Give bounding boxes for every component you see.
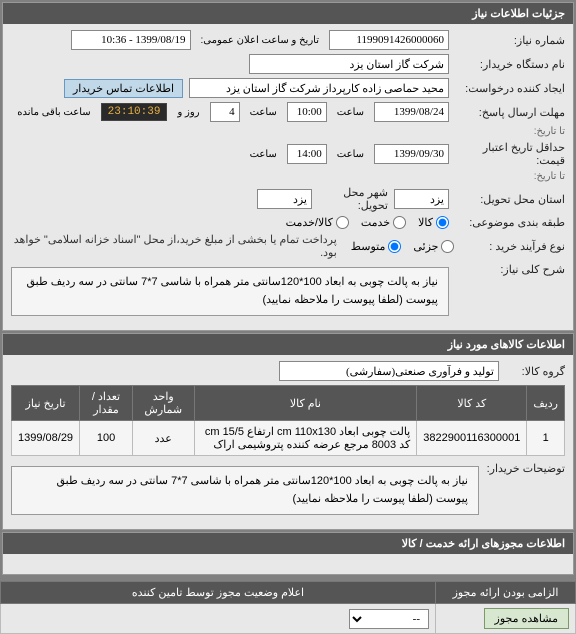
budget-both-label: کالا/خدمت [286, 216, 333, 229]
until-label: تا تاریخ: [455, 171, 565, 182]
cell-date: 1399/08/29 [12, 421, 80, 456]
col-date: تاریخ نیاز [12, 386, 80, 421]
footer-cell-select: -- [1, 604, 436, 634]
col-unit: واحد شمارش [132, 386, 194, 421]
col-row: ردیف [527, 386, 565, 421]
budget-label: طبقه بندی موضوعی: [455, 216, 565, 229]
permit-status-select[interactable]: -- [349, 609, 429, 629]
footer-cell-btn: مشاهده مجوز [436, 604, 576, 634]
saat-label-1: ساعت [337, 107, 364, 118]
items-table: ردیف کد کالا نام کالا واحد شمارش تعداد /… [11, 385, 565, 456]
proc-minor-radio[interactable] [441, 240, 454, 253]
need-info-panel: جزئیات اطلاعات نیاز شماره نیاز: تاریخ و … [2, 2, 574, 331]
tadate-label: تا تاریخ: [455, 126, 565, 137]
proc-minor-label: جزئی [413, 240, 438, 253]
panel1-body: شماره نیاز: تاریخ و ساعت اعلان عمومی: نا… [3, 24, 573, 330]
city-field[interactable] [257, 189, 312, 209]
panel2-body: گروه کالا: ردیف کد کالا نام کالا واحد شم… [3, 355, 573, 529]
announce-label: تاریخ و ساعت اعلان عمومی: [201, 35, 320, 46]
countdown-timer: 23:10:39 [101, 103, 168, 121]
buyer-org-field[interactable] [249, 54, 449, 74]
proc-medium-label: متوسط [351, 240, 386, 253]
buyer-description-box: نیاز به پالت چوبی به ابعاد 100*120سانتی … [11, 466, 479, 515]
budget-goods-option[interactable]: کالا [418, 216, 449, 229]
footer-row: مشاهده مجوز -- [1, 604, 576, 634]
need-description-box: نیاز به پالت چوبی به ابعاد 100*120سانتی … [11, 267, 449, 316]
group-field[interactable] [279, 361, 499, 381]
budget-service-option[interactable]: خدمت [361, 216, 406, 229]
deadline-time-field[interactable] [287, 102, 327, 122]
group-label: گروه کالا: [505, 365, 565, 378]
cell-name: پالت چوبی ابعاد cm 110x130 ارتفاع cm 15/… [194, 421, 417, 456]
cell-row: 1 [527, 421, 565, 456]
proc-radio-group: جزئی متوسط [351, 240, 455, 253]
proc-minor-option[interactable]: جزئی [413, 240, 454, 253]
panel2-title: اطلاعات کالاهای مورد نیاز [3, 334, 573, 355]
min-valid-label: حداقل تاریخ اعتبار قیمت: [455, 141, 565, 167]
deadline-label: مهلت ارسال پاسخ: [455, 106, 565, 119]
proc-medium-option[interactable]: متوسط [351, 240, 402, 253]
budget-goods-label: کالا [418, 216, 433, 229]
items-header-row: ردیف کد کالا نام کالا واحد شمارش تعداد /… [12, 386, 565, 421]
saat-label-4: ساعت [250, 149, 277, 160]
budget-service-label: خدمت [361, 216, 390, 229]
panel3-title: اطلاعات مجوزهای ارائه خدمت / کالا [3, 533, 573, 554]
desc-label: شرح کلی نیاز: [455, 263, 565, 276]
budget-both-option[interactable]: کالا/خدمت [286, 216, 349, 229]
permits-panel: اطلاعات مجوزهای ارائه خدمت / کالا [2, 532, 574, 575]
deliver-prov-label: استان محل تحویل: [455, 193, 565, 206]
col-qty: تعداد / مقدار [80, 386, 133, 421]
saat-label-2: ساعت [250, 107, 277, 118]
cell-qty: 100 [80, 421, 133, 456]
creator-label: ایجاد کننده درخواست: [455, 82, 565, 95]
proc-note: پرداخت تمام یا بخشی از مبلغ خرید،از محل … [11, 233, 337, 259]
footer-table: الزامی بودن ارائه مجوز اعلام وضعیت مجوز … [0, 581, 576, 634]
province-field[interactable] [394, 189, 449, 209]
remain-label: ساعت باقی مانده [17, 107, 90, 118]
deadline-date-field[interactable] [374, 102, 449, 122]
footer-col2: اعلام وضعیت مجوز توسط تامین کننده [1, 582, 436, 604]
creator-field[interactable] [189, 78, 449, 98]
announce-date-field[interactable] [71, 30, 191, 50]
min-valid-date-field[interactable] [374, 144, 449, 164]
footer-header-row: الزامی بودن ارائه مجوز اعلام وضعیت مجوز … [1, 582, 576, 604]
panel3-body [3, 554, 573, 574]
panel1-title: جزئیات اطلاعات نیاز [3, 3, 573, 24]
budget-both-radio[interactable] [336, 216, 349, 229]
col-name: نام کالا [194, 386, 417, 421]
col-code: کد کالا [417, 386, 527, 421]
saat-label-3: ساعت [337, 149, 364, 160]
cell-unit: عدد [132, 421, 194, 456]
proc-medium-radio[interactable] [388, 240, 401, 253]
contact-buyer-button[interactable]: اطلاعات تماس خریدار [64, 79, 183, 98]
days-field[interactable] [210, 102, 240, 122]
budget-goods-radio[interactable] [436, 216, 449, 229]
rooz-label: روز و [177, 107, 199, 118]
cell-code: 3822900116300001 [417, 421, 527, 456]
buyer-desc-label: توضیحات خریدار: [485, 462, 565, 475]
need-no-field[interactable] [329, 30, 449, 50]
view-permit-button[interactable]: مشاهده مجوز [484, 608, 569, 629]
goods-info-panel: اطلاعات کالاهای مورد نیاز گروه کالا: ردی… [2, 333, 574, 530]
budget-service-radio[interactable] [393, 216, 406, 229]
budget-radio-group: کالا خدمت کالا/خدمت [286, 216, 449, 229]
need-no-label: شماره نیاز: [455, 34, 565, 47]
buyer-org-label: نام دستگاه خریدار: [455, 58, 565, 71]
table-row[interactable]: 1 3822900116300001 پالت چوبی ابعاد cm 11… [12, 421, 565, 456]
proc-type-label: نوع فرآیند خرید : [460, 240, 565, 253]
footer-col1: الزامی بودن ارائه مجوز [436, 582, 576, 604]
deliver-city-label: شهر محل تحویل: [318, 186, 388, 212]
min-valid-time-field[interactable] [287, 144, 327, 164]
